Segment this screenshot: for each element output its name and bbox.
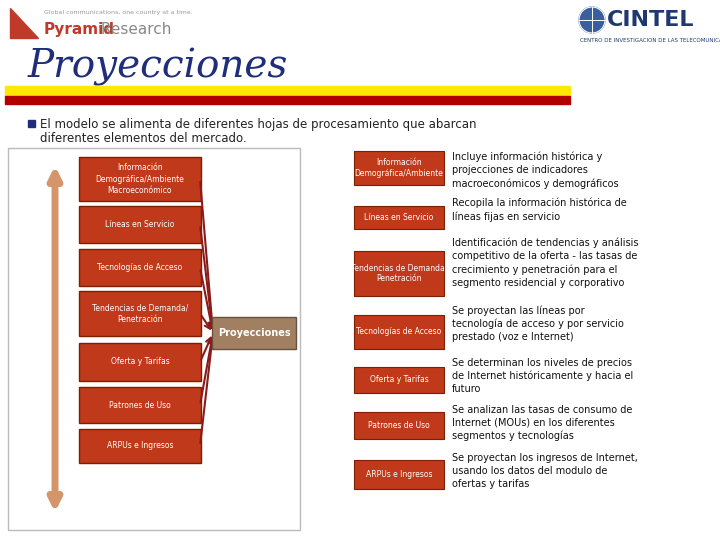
FancyBboxPatch shape — [79, 157, 201, 201]
Text: Oferta y Tarifas: Oferta y Tarifas — [111, 357, 169, 367]
Text: Líneas en Servicio: Líneas en Servicio — [364, 213, 433, 222]
Text: ARPUs e Ingresos: ARPUs e Ingresos — [107, 442, 174, 450]
Bar — [5, 86, 570, 95]
Text: Se proyectan los ingresos de Internet,
usando los datos del modulo de
ofertas y : Se proyectan los ingresos de Internet, u… — [452, 453, 638, 489]
Text: Tendencias de Demanda/
Penetración: Tendencias de Demanda/ Penetración — [92, 303, 188, 323]
FancyBboxPatch shape — [79, 429, 201, 463]
FancyBboxPatch shape — [79, 206, 201, 243]
Text: Patrones de Uso: Patrones de Uso — [368, 421, 430, 430]
Text: Líneas en Servicio: Líneas en Servicio — [105, 220, 175, 229]
Bar — [28, 120, 35, 127]
FancyBboxPatch shape — [79, 387, 201, 423]
FancyBboxPatch shape — [354, 412, 444, 439]
FancyBboxPatch shape — [212, 317, 296, 349]
Text: Tecnologías de Acceso: Tecnologías de Acceso — [97, 263, 183, 272]
Bar — [8, 148, 300, 530]
FancyBboxPatch shape — [79, 249, 201, 286]
Text: Tecnologías de Acceso: Tecnologías de Acceso — [356, 327, 441, 336]
Text: CINTEL: CINTEL — [607, 10, 695, 30]
Text: El modelo se alimenta de diferentes hojas de procesamiento que abarcan: El modelo se alimenta de diferentes hoja… — [40, 118, 477, 131]
FancyBboxPatch shape — [354, 251, 444, 296]
Text: Información
Demográfica/Ambiente: Información Demográfica/Ambiente — [354, 158, 444, 178]
Circle shape — [579, 7, 605, 33]
Text: Información
Demográfica/Ambiente
Macroeconómico: Información Demográfica/Ambiente Macroec… — [96, 164, 184, 194]
Text: Pyramid: Pyramid — [44, 22, 115, 37]
FancyBboxPatch shape — [354, 206, 444, 229]
Text: Se analizan las tasas de consumo de
Internet (MOUs) en los diferentes
segmentos : Se analizan las tasas de consumo de Inte… — [452, 405, 632, 441]
Text: Research: Research — [96, 22, 171, 37]
Text: Identificación de tendencias y análisis
competitivo de la oferta - las tasas de
: Identificación de tendencias y análisis … — [452, 238, 639, 288]
Text: Incluye información histórica y
projecciones de indicadores
macroeconómicos y de: Incluye información histórica y projecci… — [452, 152, 618, 189]
FancyBboxPatch shape — [354, 315, 444, 349]
Bar — [5, 96, 570, 104]
Polygon shape — [10, 8, 38, 38]
Text: Global communications, one country at a time.: Global communications, one country at a … — [44, 10, 193, 15]
Text: Tendencias de Demanda/
Penetración: Tendencias de Demanda/ Penetración — [351, 264, 447, 283]
Text: Patrones de Uso: Patrones de Uso — [109, 401, 171, 409]
Text: diferentes elementos del mercado.: diferentes elementos del mercado. — [40, 132, 247, 145]
FancyBboxPatch shape — [354, 151, 444, 185]
FancyBboxPatch shape — [354, 460, 444, 489]
Text: Se proyectan las líneas por
tecnología de acceso y por servicio
prestado (voz e : Se proyectan las líneas por tecnología d… — [452, 305, 624, 342]
Text: Se determinan los niveles de precios
de Internet históricamente y hacia el
futur: Se determinan los niveles de precios de … — [452, 358, 634, 394]
Text: Recopila la información histórica de
líneas fijas en servicio: Recopila la información histórica de lín… — [452, 198, 626, 222]
Text: Proyecciones: Proyecciones — [28, 48, 289, 86]
FancyBboxPatch shape — [79, 291, 201, 336]
Text: ARPUs e Ingresos: ARPUs e Ingresos — [366, 470, 432, 479]
FancyBboxPatch shape — [79, 343, 201, 381]
Text: Proyecciones: Proyecciones — [217, 328, 290, 338]
Text: CENTRO DE INVESTIGACION DE LAS TELECOMUNICACIONES: CENTRO DE INVESTIGACION DE LAS TELECOMUN… — [580, 38, 720, 43]
FancyBboxPatch shape — [354, 367, 444, 393]
Text: Oferta y Tarifas: Oferta y Tarifas — [369, 375, 428, 384]
